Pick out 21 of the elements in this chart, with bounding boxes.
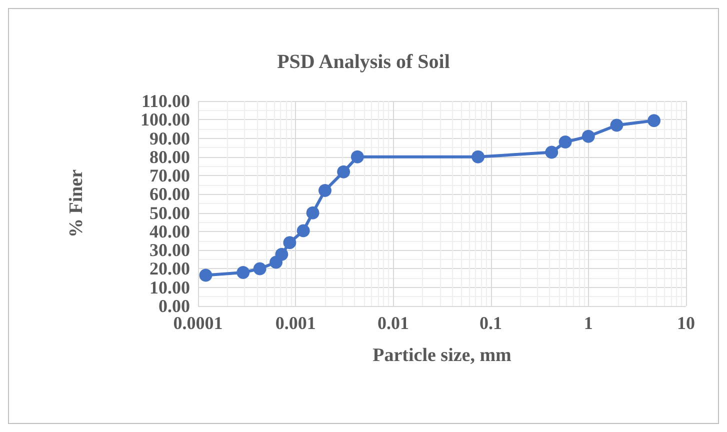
- x-tick-label: 10: [677, 313, 695, 333]
- y-tick-label: 90.00: [150, 128, 190, 148]
- y-tick-label: 60.00: [150, 184, 190, 204]
- chart-title: PSD Analysis of Soil: [277, 51, 450, 73]
- x-tick-label: 0.0001: [173, 313, 223, 333]
- y-tick-label: 110.00: [141, 91, 190, 111]
- y-tick-label: 100.00: [140, 110, 190, 130]
- x-tick-label: 0.01: [377, 313, 409, 333]
- y-tick-label: 30.00: [150, 240, 190, 260]
- x-tick-label: 1: [584, 313, 593, 333]
- x-tick-label: 0.1: [480, 313, 502, 333]
- x-tick-label: 0.001: [275, 313, 316, 333]
- y-tick-label: 50.00: [150, 202, 190, 223]
- y-tick-label: 80.00: [150, 146, 190, 167]
- y-tick-label: 0.00: [158, 296, 190, 316]
- y-tick-label: 40.00: [150, 221, 190, 242]
- x-axis-title: Particle size, mm: [372, 345, 512, 366]
- y-tick-label: 70.00: [150, 166, 190, 186]
- y-tick-label: 10.00: [150, 277, 190, 298]
- y-axis-title: % Finer: [66, 168, 87, 238]
- y-tick-label: 20.00: [150, 258, 190, 279]
